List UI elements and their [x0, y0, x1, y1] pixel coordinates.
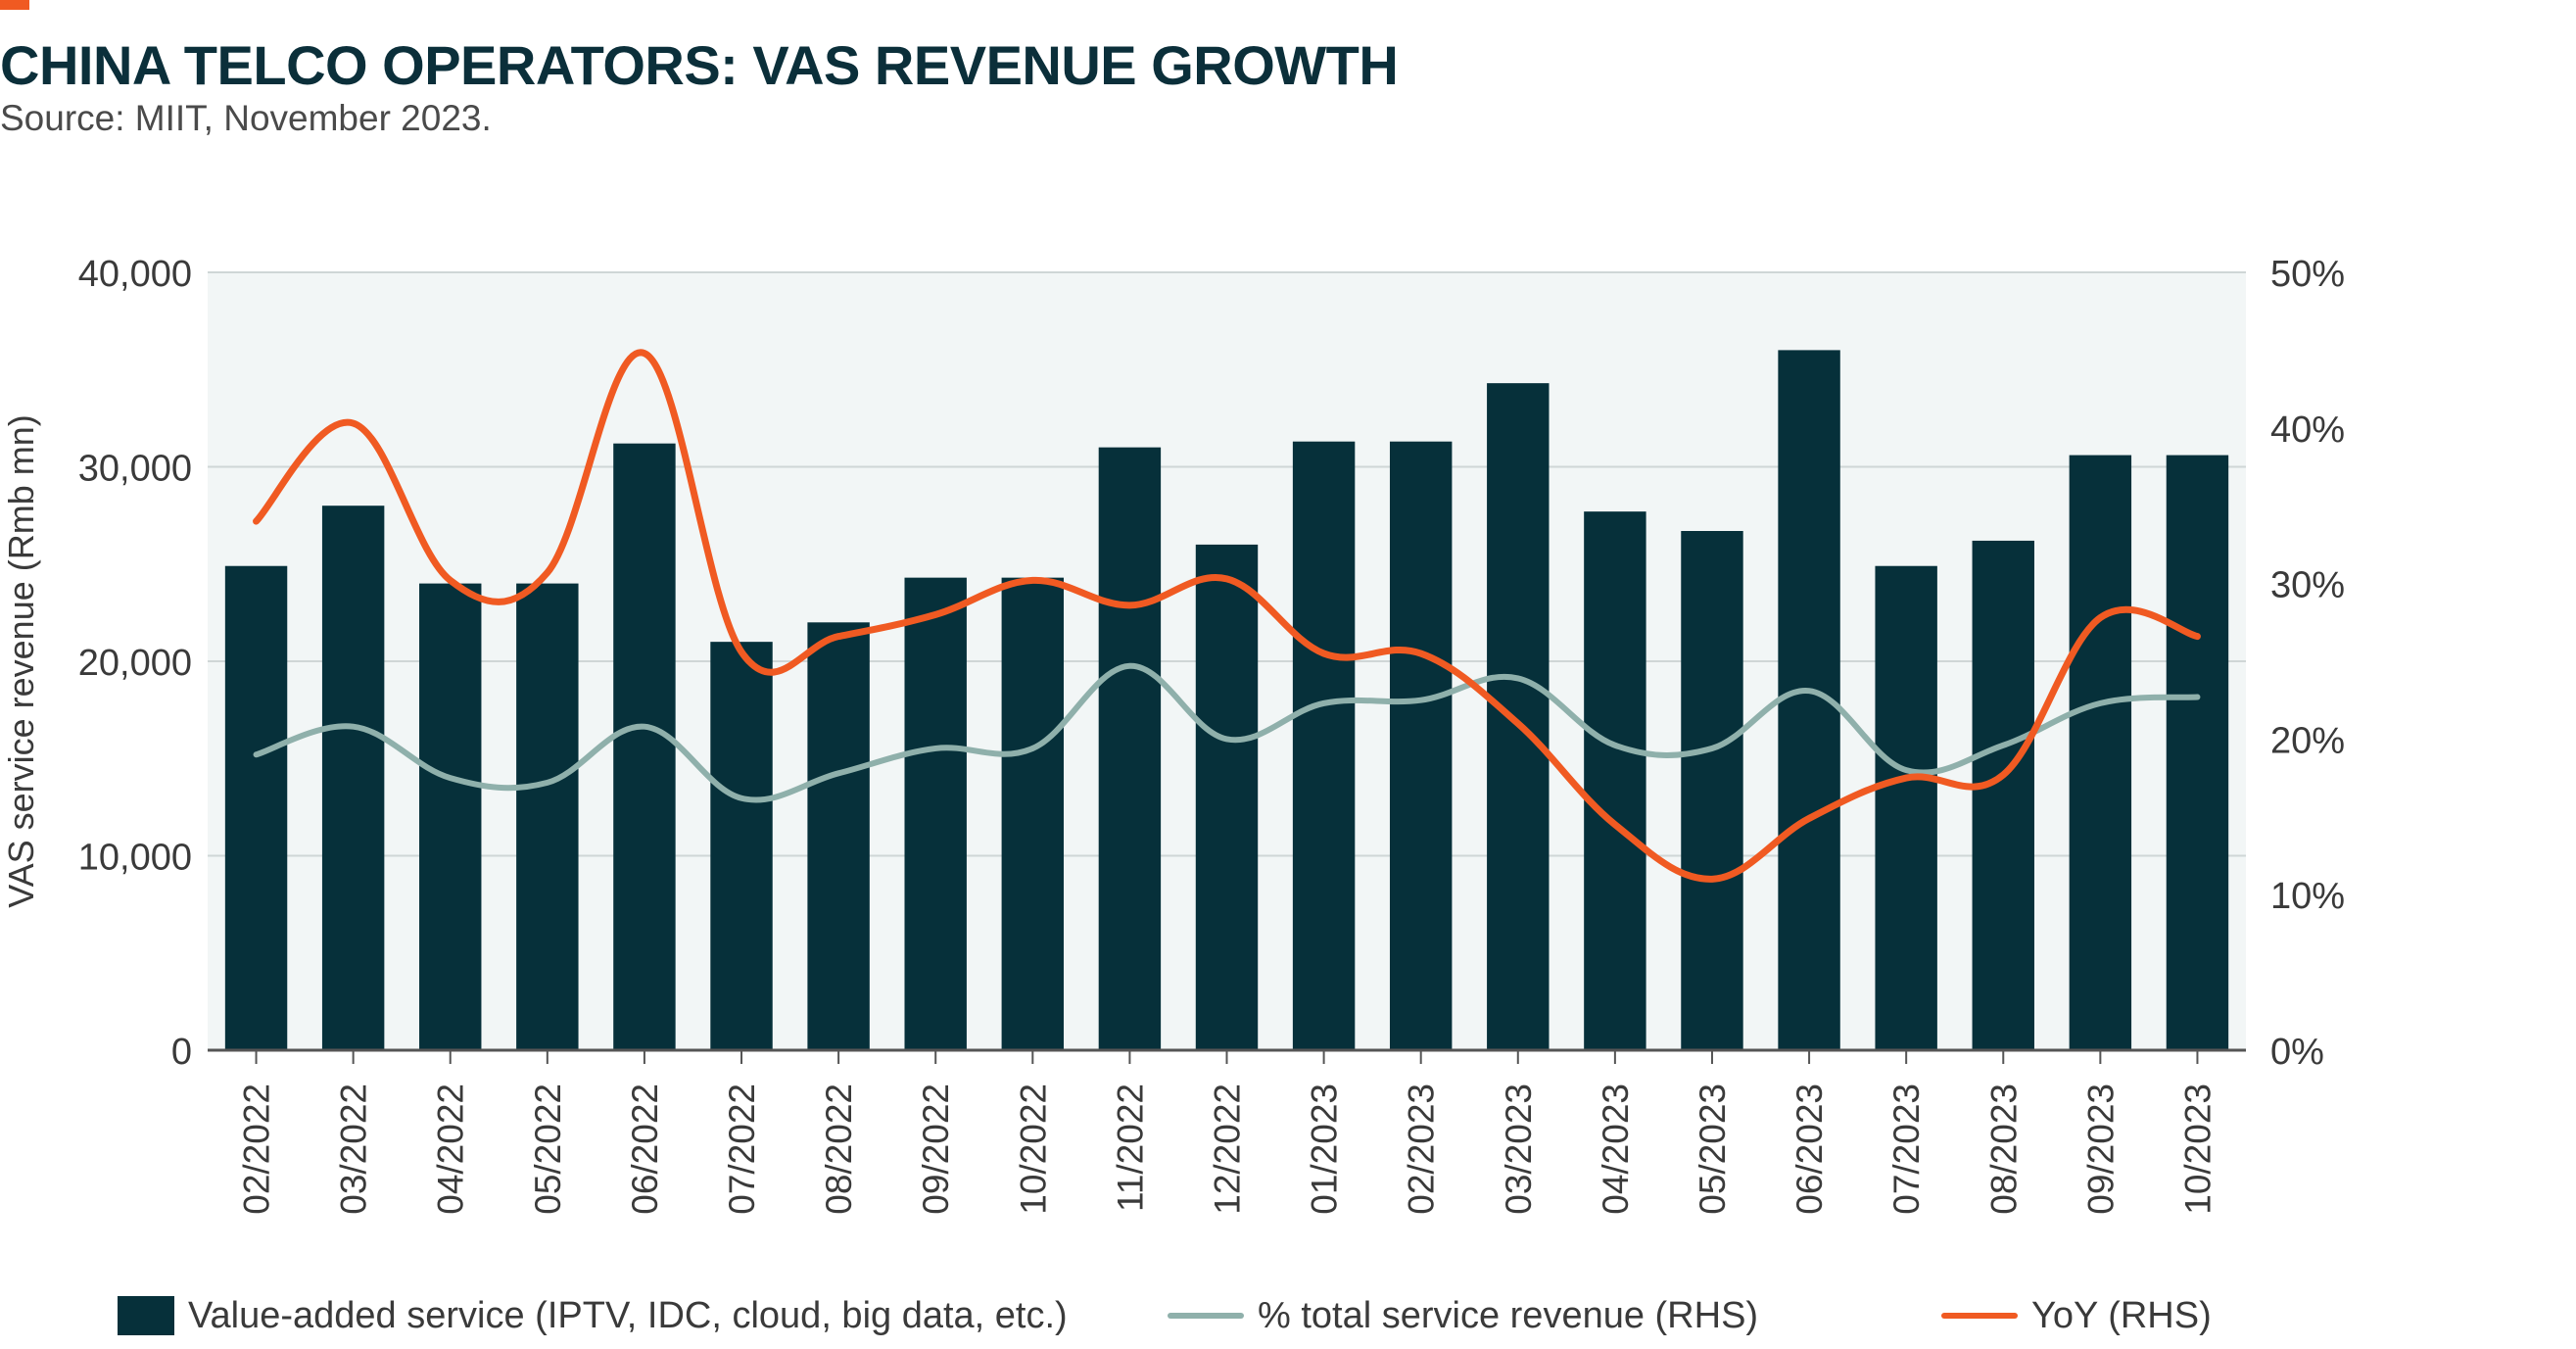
x-tick-label: 07/2022 [722, 1084, 762, 1215]
x-axis-ticks: 02/2022 03/2022 04/2022 05/2022 06/2022 07/20… [237, 1050, 2218, 1215]
x-tick-label: 06/2023 [1789, 1084, 1830, 1215]
x-tick-label: 05/2023 [1693, 1084, 1733, 1215]
x-tick-label: 09/2022 [916, 1084, 956, 1215]
x-tick-label: 08/2022 [819, 1084, 859, 1215]
y2-tick-label: 50% [2270, 254, 2345, 295]
accent-mark [0, 0, 29, 10]
bar [904, 577, 967, 1050]
bar [419, 583, 482, 1050]
bar [321, 506, 385, 1050]
x-tick-label: 07/2023 [1886, 1084, 1927, 1215]
y2-axis-ticks: 0% 10% 20% 30% 40% 50% [2270, 254, 2345, 1073]
bar [1875, 565, 1937, 1050]
bar [613, 443, 676, 1050]
y2-tick-label: 10% [2270, 876, 2345, 917]
bar [1098, 447, 1162, 1050]
y-axis-label: VAS service revenue (Rmb mn) [1, 414, 41, 908]
legend-item-vas-bars: Value-added service (IPTV, IDC, cloud, b… [118, 1288, 1068, 1343]
legend-label: Value-added service (IPTV, IDC, cloud, b… [188, 1294, 1068, 1336]
y2-tick-label: 20% [2270, 720, 2345, 761]
vas-revenue-chart: 0 10,000 20,000 30,000 40,000 0% 10% 20% 30% 40%… [1, 254, 2345, 1215]
x-tick-label: 08/2023 [1983, 1084, 2024, 1215]
chart-title: CHINA TELCO OPERATORS: VAS REVENUE GROWT… [0, 34, 1399, 96]
x-tick-label: 03/2023 [1499, 1084, 1539, 1215]
bar [1681, 531, 1743, 1050]
x-tick-label: 12/2022 [1208, 1084, 1248, 1215]
bar [1487, 383, 1550, 1050]
bar [1195, 544, 1259, 1050]
legend-swatch-yoy [1941, 1313, 2018, 1319]
bar [1972, 540, 2034, 1050]
y2-tick-label: 40% [2270, 410, 2345, 451]
share-line [253, 662, 2201, 803]
x-tick-label: 06/2022 [625, 1084, 665, 1215]
legend-label: YoY (RHS) [2031, 1294, 2212, 1336]
bar [224, 565, 288, 1050]
x-tick-label: 10/2023 [2177, 1084, 2218, 1215]
chart-subtitle: Source: MIIT, November 2023. [0, 98, 492, 138]
legend-item-share-line: % total service revenue (RHS) [1168, 1288, 1758, 1343]
x-tick-label: 01/2023 [1305, 1084, 1345, 1215]
x-tick-label: 02/2023 [1402, 1084, 1442, 1215]
x-tick-label: 11/2022 [1110, 1084, 1150, 1212]
yoy-line [253, 349, 2201, 883]
legend-swatch-share [1168, 1313, 1244, 1319]
bar [710, 642, 773, 1050]
x-tick-label: 02/2022 [237, 1084, 277, 1215]
bar [1389, 441, 1453, 1050]
x-tick-label: 05/2022 [528, 1084, 568, 1215]
y-axis-ticks: 0 10,000 20,000 30,000 40,000 [78, 254, 192, 1073]
y-tick-label: 20,000 [78, 643, 192, 684]
y2-tick-label: 0% [2270, 1032, 2324, 1073]
bar [1001, 577, 1065, 1050]
y-tick-label: 40,000 [78, 254, 192, 295]
x-tick-label: 04/2022 [431, 1084, 471, 1215]
bar [1292, 441, 1356, 1050]
bar [516, 583, 579, 1050]
legend-item-yoy-line: YoY (RHS) [1941, 1288, 2212, 1343]
x-tick-label: 09/2023 [2080, 1084, 2121, 1215]
y2-tick-label: 30% [2270, 565, 2345, 606]
bar [807, 622, 870, 1050]
legend: Value-added service (IPTV, IDC, cloud, b… [0, 1288, 2576, 1343]
x-tick-label: 04/2023 [1596, 1084, 1636, 1215]
legend-label: % total service revenue (RHS) [1258, 1294, 1759, 1336]
bar-series [224, 350, 2229, 1051]
bar [2069, 455, 2132, 1051]
x-tick-label: 10/2022 [1013, 1084, 1053, 1215]
y-tick-label: 10,000 [78, 838, 192, 879]
legend-swatch-bars [118, 1296, 174, 1335]
x-tick-label: 03/2022 [334, 1084, 374, 1215]
y-tick-label: 0 [171, 1032, 192, 1073]
bar [2166, 455, 2229, 1051]
bar [1584, 511, 1646, 1050]
y-tick-label: 30,000 [78, 449, 192, 490]
